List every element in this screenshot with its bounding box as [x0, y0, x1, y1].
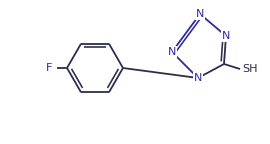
Text: N: N [196, 9, 204, 19]
Text: N: N [194, 73, 202, 83]
Text: F: F [46, 63, 52, 73]
Text: N: N [168, 47, 176, 57]
Text: N: N [222, 31, 230, 41]
Text: SH: SH [242, 64, 258, 74]
